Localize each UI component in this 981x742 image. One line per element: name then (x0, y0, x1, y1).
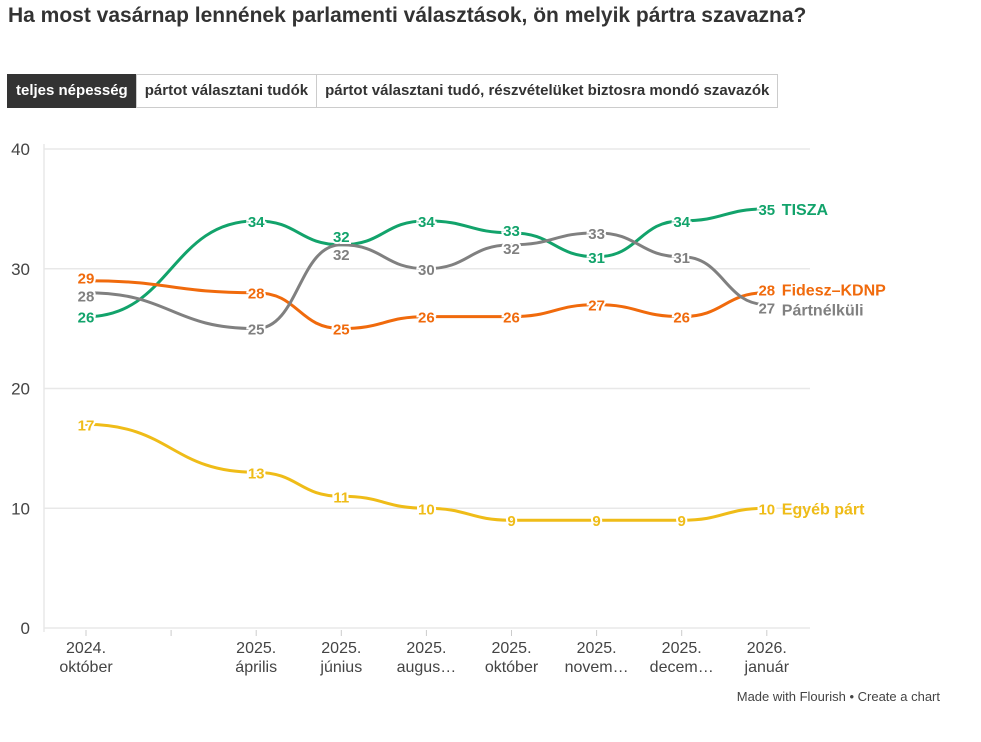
data-label: 13 (248, 465, 265, 482)
series-label: Fidesz–KDNP (782, 283, 886, 300)
x-tick-label: 2025. (577, 640, 617, 657)
data-label: 29 (78, 271, 95, 288)
data-label: 10 (758, 501, 775, 518)
data-label: 33 (503, 223, 520, 240)
footer: Made with Flourish • Create a chart (737, 689, 940, 704)
series-line (84, 279, 769, 331)
x-tick-label: október (485, 659, 539, 676)
data-label: 26 (503, 310, 520, 327)
data-label: 33 (588, 226, 605, 243)
x-tick-label: 2025. (662, 640, 702, 657)
x-tick-label: október (59, 659, 113, 676)
y-tick-label: 30 (11, 260, 30, 279)
series-line (84, 422, 769, 522)
data-label: 32 (333, 247, 350, 264)
tab-biztos-szavazok[interactable]: pártot választani tudó, részvételüket bi… (316, 74, 779, 108)
data-label: 35 (758, 202, 775, 219)
data-label: 9 (592, 513, 600, 530)
data-label: 34 (248, 214, 265, 231)
y-tick-label: 20 (11, 380, 30, 399)
x-tick-label: január (744, 659, 790, 676)
y-tick-label: 0 (21, 619, 30, 638)
create-chart-link[interactable]: Create a chart (857, 689, 940, 704)
data-label: 28 (78, 289, 95, 306)
data-label: 10 (418, 501, 435, 518)
x-tick-label: április (235, 659, 277, 676)
series-line (84, 231, 769, 331)
data-label: 28 (758, 283, 775, 300)
x-tick-label: 2024. (66, 640, 106, 657)
x-tick-label: decem… (650, 659, 714, 676)
data-label: 28 (248, 286, 265, 303)
y-tick-label: 40 (11, 140, 30, 159)
series-label: Pártnélküli (782, 303, 864, 320)
chart-title: Ha most vasárnap lennének parlamenti vál… (8, 4, 807, 27)
data-label: 31 (588, 250, 605, 267)
data-label: 26 (673, 310, 690, 327)
x-tick-label: 2025. (491, 640, 531, 657)
population-tabs: teljes népesség pártot választani tudók … (7, 74, 779, 108)
data-label: 9 (678, 513, 686, 530)
data-label: 27 (758, 301, 775, 318)
made-with-flourish-link[interactable]: Made with Flourish (736, 689, 846, 704)
data-label: 32 (503, 241, 520, 258)
data-label: 26 (78, 310, 95, 327)
data-label: 27 (588, 298, 605, 315)
x-tick-label: augus… (397, 659, 457, 676)
x-tick-label: novem… (565, 659, 629, 676)
x-tick-label: 2025. (236, 640, 276, 657)
data-label: 11 (333, 489, 349, 506)
data-label: 17 (78, 417, 95, 434)
data-label: 34 (673, 214, 690, 231)
data-label: 32 (333, 229, 350, 246)
series-line (84, 207, 769, 319)
x-tick-label: 2026. (747, 640, 787, 657)
data-label: 9 (507, 513, 515, 530)
data-label: 30 (418, 262, 435, 279)
series-label: Egyéb párt (782, 501, 865, 518)
data-label: 34 (418, 214, 435, 231)
x-tick-label: 2025. (406, 640, 446, 657)
x-tick-label: június (319, 659, 362, 676)
footer-separator: • (845, 689, 858, 704)
y-tick-label: 10 (11, 499, 30, 518)
x-tick-label: 2025. (321, 640, 361, 657)
data-label: 26 (418, 310, 435, 327)
data-label: 25 (248, 322, 265, 339)
data-label: 25 (333, 322, 350, 339)
data-label: 31 (673, 250, 690, 267)
series-label: TISZA (782, 202, 829, 219)
